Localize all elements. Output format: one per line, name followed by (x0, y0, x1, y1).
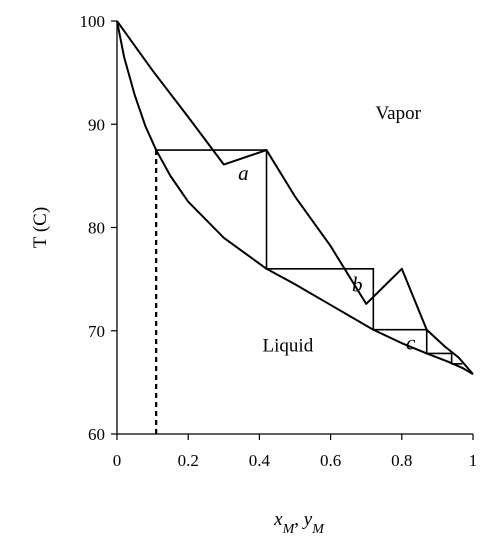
step-label-b: b (352, 273, 363, 297)
plot-group (116, 20, 474, 434)
x-tick-label: 0.4 (249, 451, 271, 470)
mccabe-thiele-steps (156, 149, 463, 365)
x-tick-label: 0 (113, 451, 122, 470)
region-label-liquid: Liquid (263, 335, 314, 356)
x-tick-label: 0.6 (320, 451, 341, 470)
y-tick-label: 90 (88, 115, 105, 134)
step-label-a: a (238, 161, 249, 185)
region-label-vapor: Vapor (376, 103, 422, 124)
x-axis-title-part: y (302, 509, 313, 530)
y-tick-label: 70 (88, 322, 105, 341)
x-tick-label: 0.8 (391, 451, 412, 470)
x-axis-title-part: , (294, 509, 304, 530)
y-tick-label: 60 (88, 425, 105, 444)
x-axis-title-part: M (282, 522, 296, 537)
step-label-c: c (406, 330, 416, 354)
y-tick-label: 80 (88, 219, 105, 238)
labels-group: Vapor Liquid a b c (238, 103, 421, 356)
y-axis-title: T (C) (30, 207, 51, 248)
axes-group: 60 70 80 90 100 0 0.2 0.4 0.6 0.8 1 (80, 12, 478, 470)
x-axis-title-part: M (311, 522, 325, 537)
x-tick-label: 0.2 (178, 451, 199, 470)
y-tick-label: 100 (80, 12, 106, 31)
vapor-curve (116, 20, 474, 375)
x-axis-title: xM, yM (273, 509, 325, 537)
x-axis-title-part: x (273, 509, 283, 530)
x-tick-label: 1 (469, 451, 478, 470)
